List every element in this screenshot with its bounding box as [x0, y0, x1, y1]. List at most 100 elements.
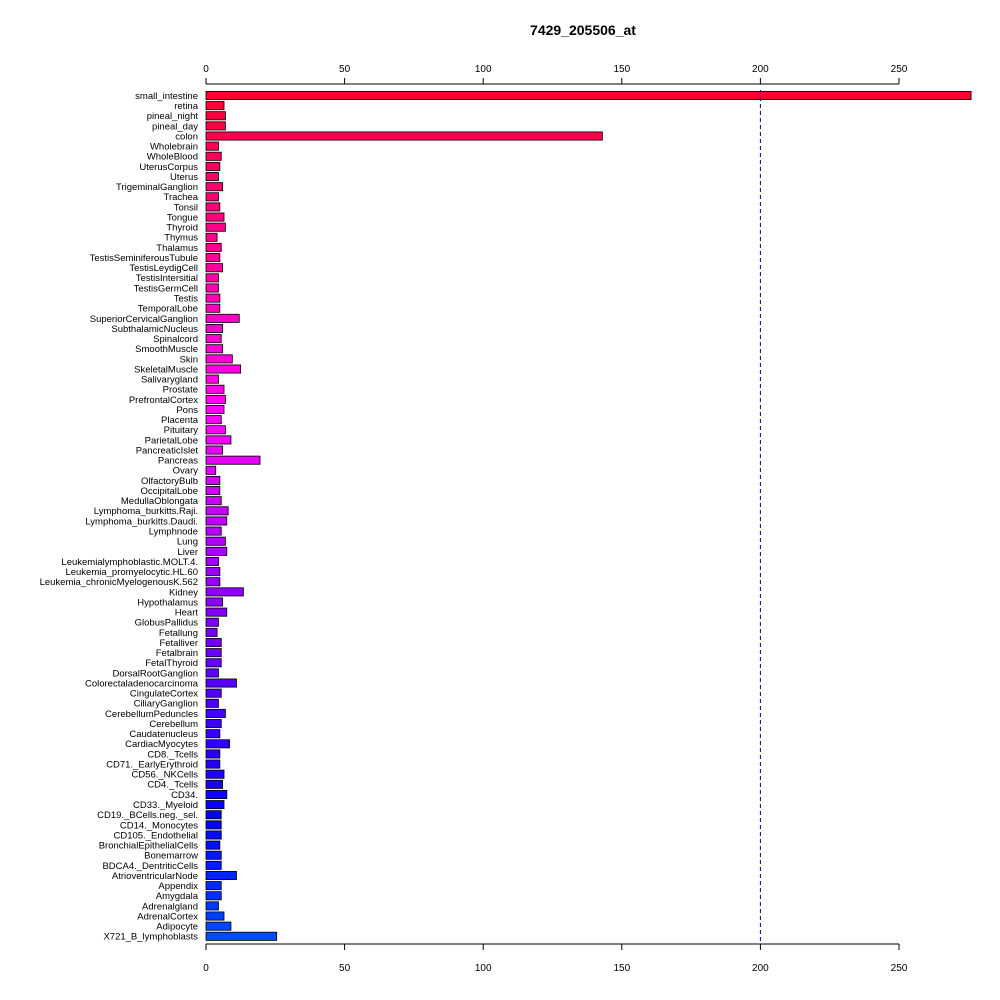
bar	[205, 212, 225, 222]
bar	[205, 921, 232, 931]
category-label: Lymphoma_burkitts.Daudi.	[85, 516, 198, 527]
bar	[205, 394, 226, 404]
category-label: ParietalLobe	[145, 435, 198, 446]
bar	[205, 719, 222, 729]
category-label: Caudatenucleus	[129, 729, 198, 740]
category-label: CardiacMyocytes	[125, 739, 198, 750]
bar	[205, 891, 222, 901]
category-label: X721_B_lymphoblasts	[103, 932, 198, 943]
bar	[205, 658, 222, 668]
category-label: Skin	[180, 354, 198, 365]
category-label: Leukemia_promyelocytic.HL.60	[65, 567, 198, 578]
category-label: Fetalbrain	[156, 648, 198, 659]
category-label: BDCA4._DentriticCells	[102, 861, 198, 872]
category-label: pineal_day	[152, 121, 198, 132]
bar	[205, 273, 219, 283]
category-label: CD8._Tcells	[147, 749, 198, 760]
category-label: Lung	[177, 537, 198, 548]
category-label: BronchialEpithelialCells	[99, 841, 199, 852]
bar	[205, 638, 222, 648]
bar	[205, 253, 221, 263]
category-label: TemporalLobe	[138, 304, 198, 315]
bar	[205, 374, 219, 384]
category-label: UterusCorpus	[139, 162, 198, 173]
category-label: Amygdala	[156, 891, 199, 902]
category-label: Trachea	[164, 192, 199, 203]
bar	[205, 749, 221, 759]
category-label: Ovary	[173, 466, 199, 477]
category-label: Pancreas	[158, 456, 198, 467]
bar	[205, 840, 221, 850]
category-label: Liver	[177, 547, 198, 558]
bar	[205, 111, 226, 121]
bar	[205, 445, 224, 455]
bar	[205, 384, 225, 394]
bar	[205, 769, 225, 779]
category-label: Fetalliver	[159, 638, 198, 649]
category-label: PancreaticIslet	[136, 445, 199, 456]
category-label: Salivarygland	[141, 375, 198, 386]
bar	[205, 779, 224, 789]
bar	[205, 415, 222, 425]
bar	[205, 172, 219, 182]
bar	[205, 465, 217, 475]
category-label: Tongue	[167, 212, 198, 223]
category-label: Heart	[175, 608, 199, 619]
bar	[205, 850, 222, 860]
bar	[205, 729, 221, 739]
bar	[205, 648, 222, 658]
category-labels: small_intestineretinapineal_nightpineal_…	[40, 91, 199, 943]
category-label: WholeBlood	[147, 152, 198, 163]
bar	[205, 597, 224, 607]
bar	[205, 182, 224, 192]
bar	[205, 789, 228, 799]
category-label: Bonemarrow	[144, 851, 198, 862]
bar	[205, 455, 261, 465]
bar	[205, 151, 222, 161]
bar	[205, 344, 224, 354]
category-label: Hypothalamus	[137, 597, 198, 608]
bar	[205, 546, 228, 556]
category-label: Leukemialymphoblastic.MOLT.4.	[61, 557, 198, 568]
category-label: Thymus	[164, 233, 198, 244]
category-label: Lymphoma_burkitts.Raji.	[94, 506, 198, 517]
category-label: CiliaryGanglion	[134, 699, 198, 710]
category-label: OlfactoryBulb	[141, 476, 198, 487]
bar	[205, 516, 228, 526]
category-label: DorsalRootGanglion	[112, 668, 198, 679]
category-label: CD19._BCells.neg._sel.	[97, 810, 198, 821]
bar	[205, 202, 221, 212]
bar	[205, 161, 221, 171]
bar	[205, 526, 222, 536]
bar	[205, 668, 219, 678]
category-label: AdrenalCortex	[137, 911, 198, 922]
category-label: Placenta	[161, 415, 199, 426]
bottom-axis-tick-label: 0	[203, 963, 209, 974]
top-axis-tick-label: 100	[475, 64, 492, 75]
category-label: Lymphnode	[149, 526, 198, 537]
bar	[205, 810, 222, 820]
bar	[205, 708, 226, 718]
bar	[205, 688, 222, 698]
bar	[205, 293, 221, 303]
category-label: Pons	[176, 405, 198, 416]
category-label: SubthalamicNucleus	[111, 324, 198, 335]
bar	[205, 901, 219, 911]
category-label: OccipitalLobe	[140, 486, 198, 497]
bar	[205, 587, 244, 597]
bar	[205, 232, 218, 242]
category-label: Spinalcord	[153, 334, 198, 345]
bottom-axis-tick-label: 200	[752, 963, 769, 974]
category-label: CingulateCortex	[130, 689, 198, 700]
bar	[205, 556, 219, 566]
bar	[205, 496, 222, 506]
bar	[205, 101, 225, 111]
category-label: TestisIntersitial	[136, 273, 198, 284]
bottom-axis-tick-label: 50	[339, 963, 351, 974]
category-label: CD105._Endothelial	[113, 830, 198, 841]
category-label: PrefrontalCortex	[129, 395, 198, 406]
bar	[205, 678, 237, 688]
category-label: TrigeminalGanglion	[116, 182, 198, 193]
chart-title: 7429_205506_at	[530, 22, 636, 38]
bar	[205, 820, 222, 830]
